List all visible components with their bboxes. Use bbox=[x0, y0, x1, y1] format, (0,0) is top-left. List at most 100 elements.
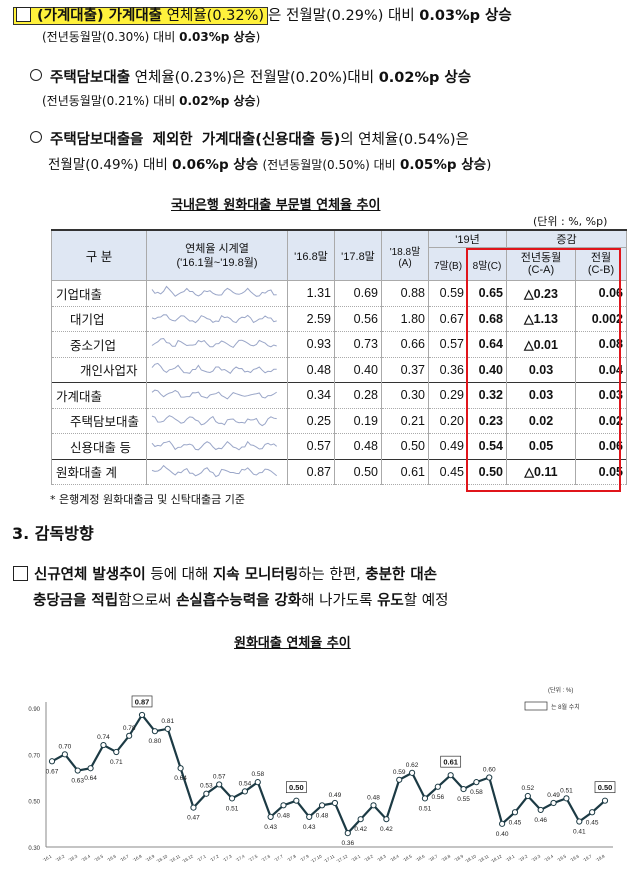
para-c: 지속 모니터링 bbox=[212, 567, 299, 583]
cell-value: 0.61 bbox=[381, 458, 429, 485]
cell-value: 0.25 bbox=[287, 408, 335, 434]
sparkline-cell bbox=[146, 280, 288, 307]
sparkline-cell bbox=[146, 331, 288, 358]
data-label: 0.49 bbox=[329, 792, 342, 799]
row-label: 주택담보대출 bbox=[51, 408, 147, 434]
hdr-series: 연체율 시계열 ('16.1월~'19.8월) bbox=[146, 229, 288, 281]
data-point bbox=[190, 804, 197, 811]
data-label: 0.78 bbox=[123, 725, 136, 732]
sparkline-cell bbox=[146, 306, 288, 332]
data-label: 0.36 bbox=[341, 840, 354, 847]
excl-c: 가계대출(신용대출 등) bbox=[201, 132, 341, 148]
data-label: 0.50 bbox=[598, 783, 613, 792]
cell-value: 0.56 bbox=[334, 306, 382, 332]
x-tick-label: '16.2 bbox=[55, 853, 66, 862]
cell-value: 0.08 bbox=[575, 331, 627, 358]
table-row: 주택담보대출 0.25 0.19 0.21 0.20 0.23 0.02 0.02 bbox=[51, 408, 627, 434]
cell-value: 0.40 bbox=[334, 357, 382, 383]
x-tick-label: '17.7 bbox=[274, 853, 285, 862]
x-tick-label: '19.5 bbox=[556, 853, 567, 862]
y-tick-label: 0.90 bbox=[28, 707, 40, 713]
x-tick-label: '16.12 bbox=[181, 853, 194, 863]
data-point bbox=[48, 758, 56, 765]
x-tick-label: '18.1 bbox=[351, 853, 362, 862]
data-label: 0.56 bbox=[431, 794, 444, 801]
cell-value: 0.65 bbox=[467, 280, 507, 307]
x-tick-label: '16.7 bbox=[119, 853, 130, 862]
data-label: 0.50 bbox=[289, 783, 304, 792]
x-tick-label: '16.6 bbox=[106, 853, 117, 862]
cell-value: 0.36 bbox=[428, 357, 468, 383]
circle-bullet-icon bbox=[30, 69, 42, 81]
hdr-change: 증감 bbox=[506, 229, 627, 248]
cell-value: △1.13 bbox=[506, 306, 576, 332]
square-bullet-icon bbox=[16, 7, 31, 22]
data-label: 0.74 bbox=[97, 734, 110, 741]
cell-value: 0.73 bbox=[334, 331, 382, 358]
circle-bullet-icon bbox=[30, 131, 42, 143]
x-tick-label: '17.11 bbox=[323, 853, 336, 863]
data-point bbox=[589, 809, 596, 816]
x-tick-label: '16.10 bbox=[156, 853, 169, 863]
para-b: 등에 대해 bbox=[145, 567, 213, 583]
guidance-line2: 충당금을 적립함으로써 손실흡수능력을 강화해 나가도록 유도할 예정 bbox=[33, 589, 448, 610]
x-tick-label: '18.12 bbox=[490, 853, 503, 863]
mortgage-yoy-change: 0.02%p 상승 bbox=[179, 94, 256, 108]
row-label: 개인사업자 bbox=[51, 357, 147, 383]
household-rate: 연체율(0.32%) bbox=[166, 8, 265, 24]
x-tick-label: '16.1 bbox=[42, 853, 53, 862]
x-tick-label: '19.1 bbox=[505, 853, 516, 862]
x-tick-label: '18.6 bbox=[415, 853, 426, 862]
cell-value: 0.19 bbox=[334, 408, 382, 434]
data-label: 0.42 bbox=[380, 826, 393, 833]
x-tick-label: '16.4 bbox=[81, 853, 92, 862]
cell-value: △0.01 bbox=[506, 331, 576, 358]
row-label: 가계대출 bbox=[51, 382, 147, 409]
row-label: 중소기업 bbox=[51, 331, 147, 358]
line-mortgage: 주택담보대출 연체율(0.23%)은 전월말(0.20%)대비 0.02%p 상… bbox=[30, 66, 471, 87]
series-line bbox=[51, 713, 606, 836]
excl-yoy-b: 0.06%p 상승 bbox=[172, 157, 259, 173]
data-label: 0.87 bbox=[135, 697, 150, 706]
hdr-y16: '16.8말 bbox=[287, 229, 335, 281]
household-change: 0.03%p 상승 bbox=[419, 8, 512, 24]
para-i: 해 나가도록 bbox=[301, 593, 378, 609]
data-label: 0.51 bbox=[560, 787, 573, 794]
data-point bbox=[151, 728, 158, 735]
data-label: 0.42 bbox=[354, 826, 367, 833]
x-tick-label: '16.11 bbox=[169, 853, 182, 863]
data-label: 0.51 bbox=[419, 805, 432, 812]
square-bullet-icon bbox=[13, 566, 28, 581]
hdr-y19: '19년 bbox=[428, 229, 507, 248]
data-point bbox=[537, 806, 544, 814]
cell-value: 0.23 bbox=[467, 408, 507, 434]
highlight-label-box bbox=[440, 755, 462, 768]
data-point bbox=[383, 816, 390, 823]
data-point bbox=[293, 797, 300, 804]
row-label: 신용대출 등 bbox=[51, 433, 147, 460]
legend-box bbox=[524, 701, 548, 711]
cell-value: 0.48 bbox=[334, 433, 382, 460]
x-tick-label: '17.3 bbox=[222, 853, 233, 862]
data-point bbox=[499, 820, 506, 827]
highlight-label-box bbox=[594, 781, 616, 794]
data-label: 0.67 bbox=[46, 768, 59, 775]
data-label: 0.63 bbox=[71, 778, 84, 785]
para-j: 유도 bbox=[377, 593, 404, 609]
data-label: 0.70 bbox=[59, 743, 72, 750]
excl-b: 제외한 bbox=[152, 132, 193, 148]
x-tick-label: '18.3 bbox=[376, 853, 387, 862]
data-label: 0.43 bbox=[303, 824, 316, 831]
excl-yoy-c: (전년동월말(0.50%) 대비 bbox=[262, 158, 396, 172]
mortgage-text: 연체율(0.23%)은 전월말(0.20%)대비 bbox=[134, 70, 375, 86]
data-point bbox=[370, 802, 377, 809]
row-label: 대기업 bbox=[51, 306, 147, 332]
unit-label: (단위 : %, %p) bbox=[533, 215, 608, 228]
table-row: 가계대출 0.34 0.28 0.30 0.29 0.32 0.03 0.03 bbox=[51, 382, 627, 409]
data-label: 0.43 bbox=[264, 824, 277, 831]
hdr-y18: '18.8말(A) bbox=[381, 229, 429, 281]
cell-value: 0.03 bbox=[506, 382, 576, 409]
table-row: 개인사업자 0.48 0.40 0.37 0.36 0.40 0.03 0.04 bbox=[51, 357, 627, 383]
x-tick-label: '17.2 bbox=[209, 853, 220, 862]
x-tick-label: '16.9 bbox=[145, 853, 156, 862]
